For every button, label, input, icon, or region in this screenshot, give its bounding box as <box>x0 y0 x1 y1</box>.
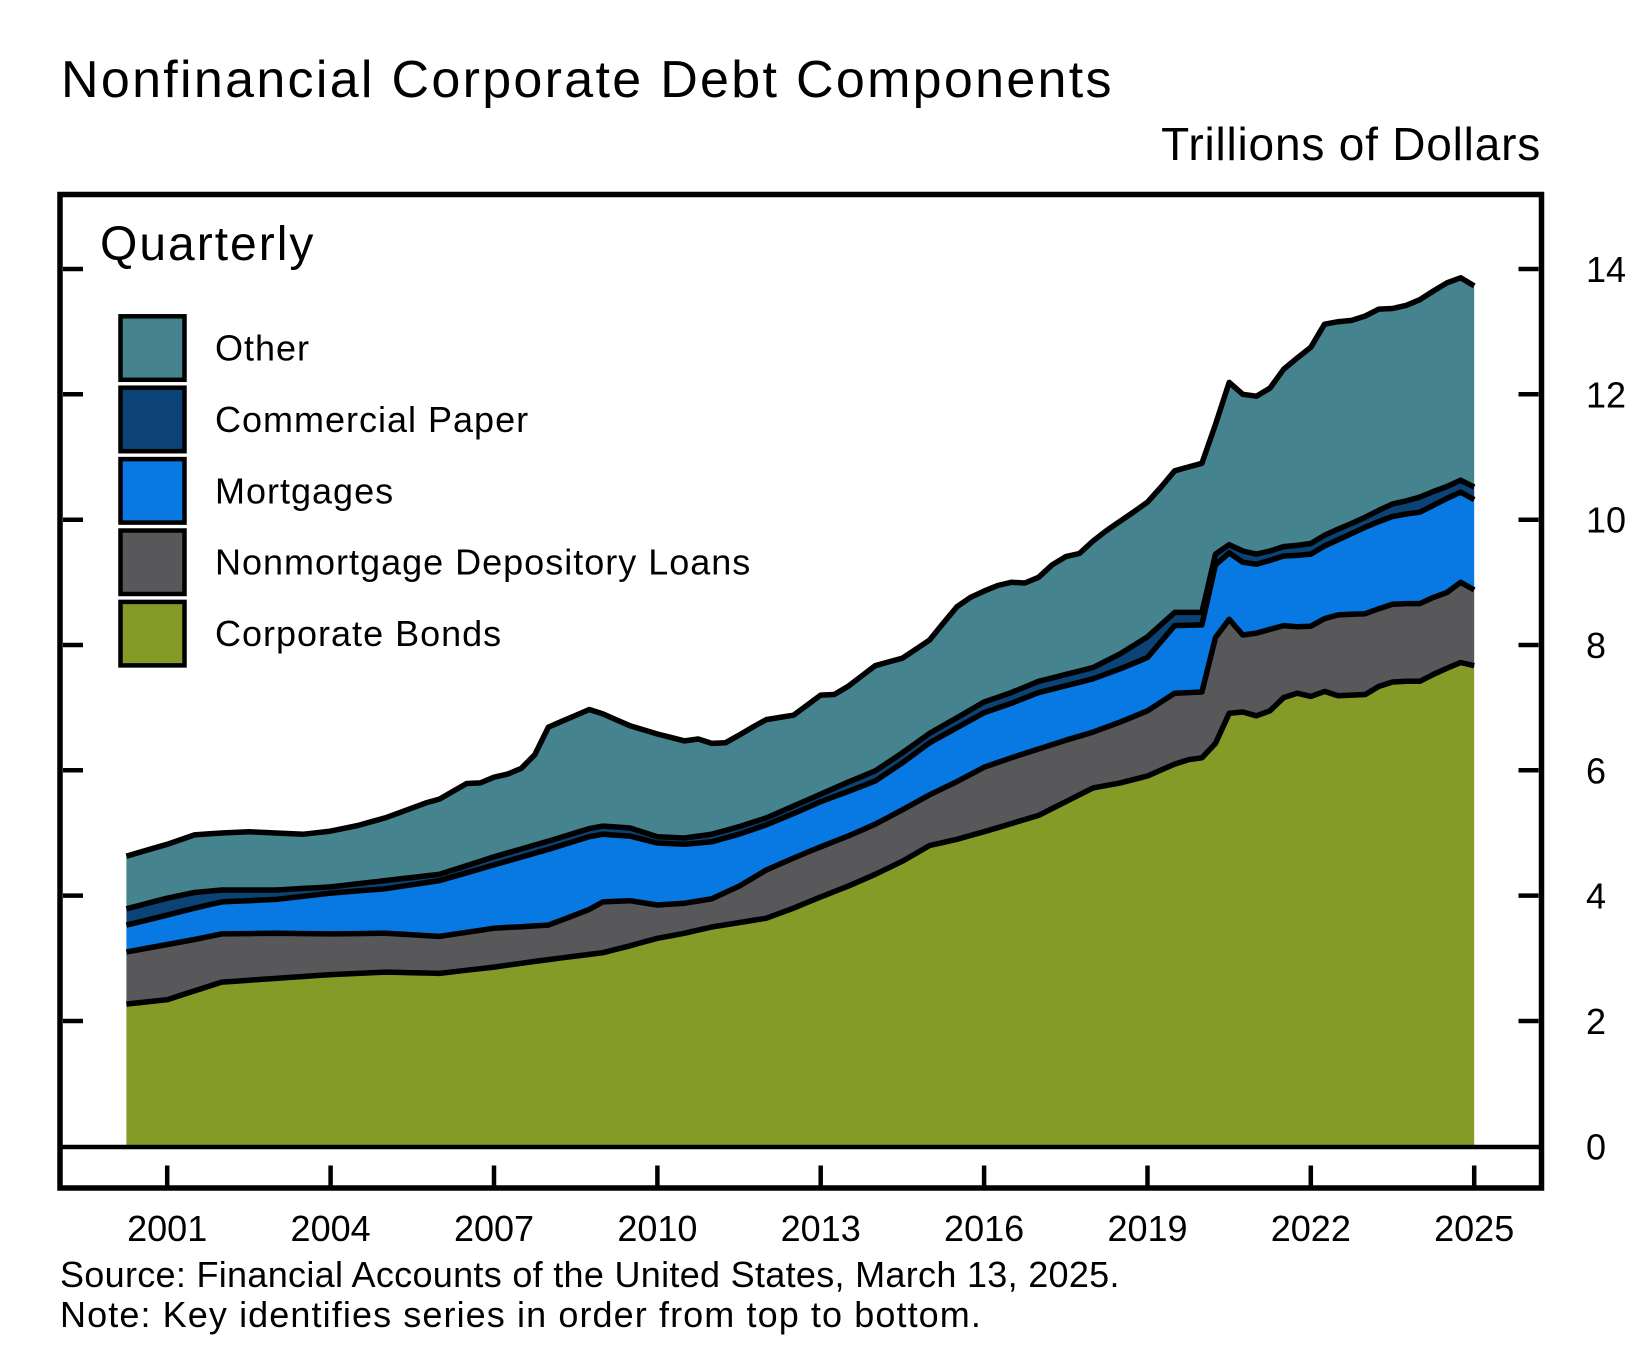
svg-text:2025: 2025 <box>1434 1208 1514 1249</box>
svg-text:10: 10 <box>1586 500 1626 541</box>
svg-text:14: 14 <box>1586 249 1626 290</box>
svg-text:Mortgages: Mortgages <box>215 470 394 511</box>
svg-text:2013: 2013 <box>781 1208 861 1249</box>
svg-text:4: 4 <box>1586 876 1606 917</box>
svg-text:2022: 2022 <box>1271 1208 1351 1249</box>
svg-text:Trillions of Dollars: Trillions of Dollars <box>1161 118 1541 170</box>
svg-text:Corporate Bonds: Corporate Bonds <box>215 613 502 654</box>
svg-text:12: 12 <box>1586 374 1626 415</box>
svg-text:2010: 2010 <box>617 1208 697 1249</box>
svg-text:0: 0 <box>1586 1126 1606 1167</box>
svg-text:2: 2 <box>1586 1001 1606 1042</box>
svg-text:Nonmortgage Depository Loans: Nonmortgage Depository Loans <box>215 542 751 583</box>
svg-text:8: 8 <box>1586 625 1606 666</box>
svg-text:Other: Other <box>215 328 310 369</box>
svg-text:2016: 2016 <box>944 1208 1024 1249</box>
svg-text:2007: 2007 <box>454 1208 534 1249</box>
svg-text:2001: 2001 <box>127 1208 207 1249</box>
svg-text:Commercial Paper: Commercial Paper <box>215 399 529 440</box>
svg-text:2004: 2004 <box>291 1208 371 1249</box>
svg-text:Source: Financial Accounts of: Source: Financial Accounts of the United… <box>60 1254 1120 1295</box>
svg-text:6: 6 <box>1586 750 1606 791</box>
svg-text:Note: Key identifies series in: Note: Key identifies series in order fro… <box>60 1294 982 1335</box>
svg-text:Nonfinancial Corporate Debt Co: Nonfinancial Corporate Debt Components <box>61 51 1114 109</box>
svg-text:Quarterly: Quarterly <box>100 218 315 271</box>
svg-text:2019: 2019 <box>1107 1208 1187 1249</box>
